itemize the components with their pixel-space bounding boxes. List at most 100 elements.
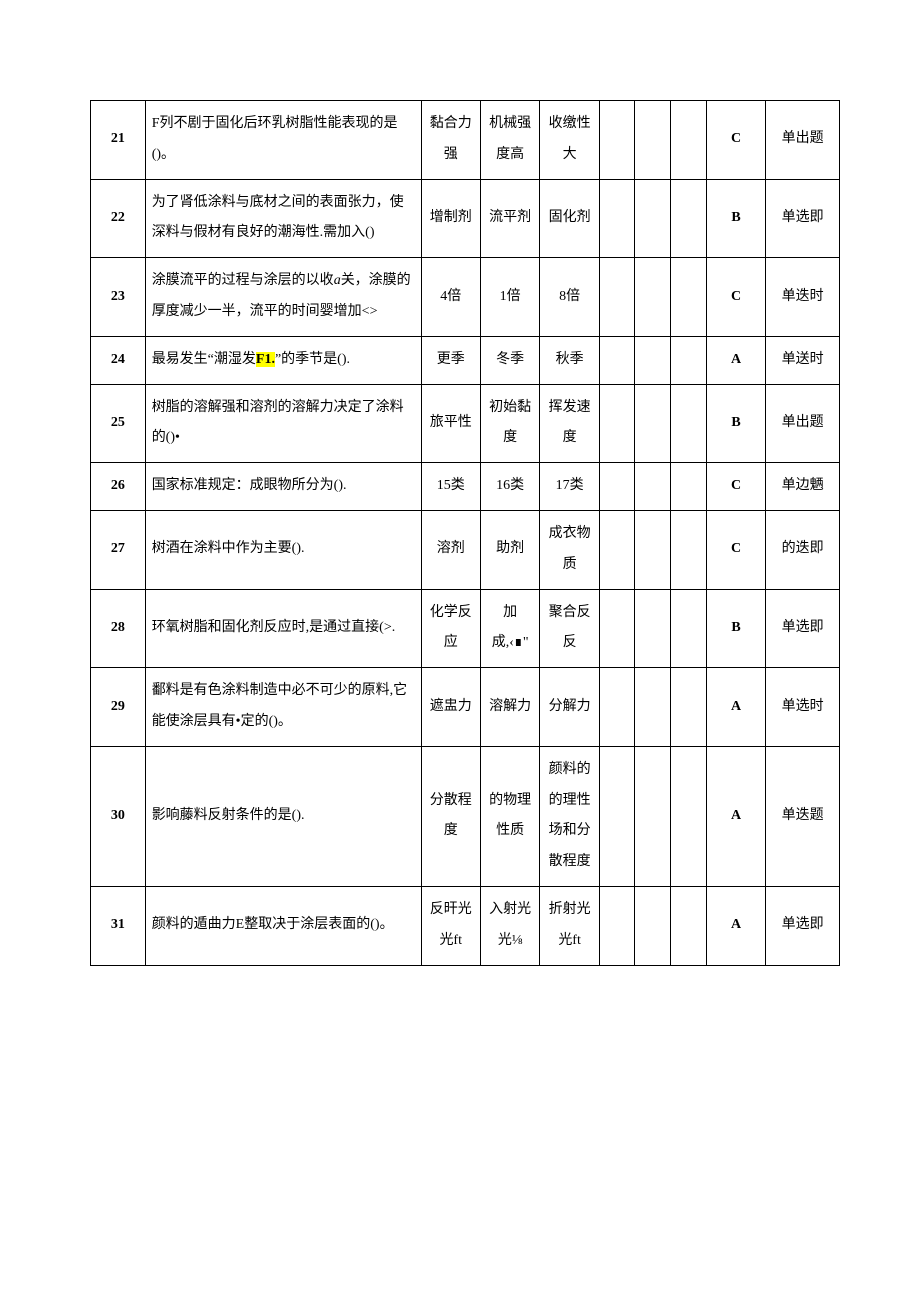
type-cell: 单迭题 xyxy=(766,746,840,886)
answer-cell: B xyxy=(706,589,765,668)
blank-cell xyxy=(635,886,671,965)
blank-cell xyxy=(599,384,635,463)
blank-cell xyxy=(599,510,635,589)
row-number: 31 xyxy=(91,886,146,965)
option-a: 4倍 xyxy=(421,258,480,337)
table-row: 29鄱料是有色涂料制造中必不可少的原料,它能使涂层具有•定的()。遮盅力溶解力分… xyxy=(91,668,840,747)
table-row: 30影响藤料反射条件的是().分散程度的物理性质颜料的的理性场和分散程度 A单迭题 xyxy=(91,746,840,886)
blank-cell xyxy=(671,101,707,180)
question-table: 21F列不剧于固化后环乳树脂性能表现的是()。黏合力强机械强度高收缴性大C单出题… xyxy=(90,100,840,966)
answer-cell: C xyxy=(706,510,765,589)
table-row: 28环氧树脂和固化剂反应时,是通过直接(>.化学反应加成,‹∎"聚合反反B单选即 xyxy=(91,589,840,668)
table-row: 21F列不剧于固化后环乳树脂性能表现的是()。黏合力强机械强度高收缴性大 C单出题 xyxy=(91,101,840,180)
blank-cell xyxy=(599,101,635,180)
option-b: 16类 xyxy=(480,463,539,511)
option-c: 聚合反反 xyxy=(540,589,599,668)
table-row: 22为了肾低涂料与底材之间的表面张力，使深料与假材有良好的潮海性.需加入()增制… xyxy=(91,179,840,258)
option-a: 反旰光光ft xyxy=(421,886,480,965)
blank-cell xyxy=(671,589,707,668)
row-number: 21 xyxy=(91,101,146,180)
question-text: 树酒在涂料中作为主要(). xyxy=(145,510,421,589)
option-b: 流平剂 xyxy=(480,179,539,258)
option-a: 增制剂 xyxy=(421,179,480,258)
table-row: 26国家标准规定：成眼物所分为().15类16类17类C单边魉 xyxy=(91,463,840,511)
answer-cell: A xyxy=(706,886,765,965)
option-c: 分解力 xyxy=(540,668,599,747)
blank-cell xyxy=(635,746,671,886)
blank-cell xyxy=(599,336,635,384)
row-number: 28 xyxy=(91,589,146,668)
question-text: 影响藤料反射条件的是(). xyxy=(145,746,421,886)
option-a: 溶剂 xyxy=(421,510,480,589)
answer-cell: B xyxy=(706,179,765,258)
type-cell: 单出题 xyxy=(766,384,840,463)
option-a: 黏合力强 xyxy=(421,101,480,180)
type-cell: 单选即 xyxy=(766,179,840,258)
type-cell: 的迭即 xyxy=(766,510,840,589)
blank-cell xyxy=(635,101,671,180)
option-c: 8倍 xyxy=(540,258,599,337)
blank-cell xyxy=(599,463,635,511)
option-c: 收缴性大 xyxy=(540,101,599,180)
option-b: 1倍 xyxy=(480,258,539,337)
type-cell: 单选即 xyxy=(766,589,840,668)
blank-cell xyxy=(671,179,707,258)
option-a: 旅平性 xyxy=(421,384,480,463)
option-a: 15类 xyxy=(421,463,480,511)
question-text: 涂膜流平的过程与涂层的以收a关，涂膜的厚度减少一半，流平的时间婴增加<> xyxy=(145,258,421,337)
option-a: 化学反应 xyxy=(421,589,480,668)
option-c: 成衣物质 xyxy=(540,510,599,589)
question-text: F列不剧于固化后环乳树脂性能表现的是()。 xyxy=(145,101,421,180)
row-number: 27 xyxy=(91,510,146,589)
table-row: 24最易发生“潮湿发F1.”的季节是().更季冬季秋季A单送时 xyxy=(91,336,840,384)
blank-cell xyxy=(599,589,635,668)
answer-cell: B xyxy=(706,384,765,463)
table-row: 31颜料的遁曲力E整取决于涂层表面的()。反旰光光ft入射光光⅛折射光光ft A单… xyxy=(91,886,840,965)
option-b: 入射光光⅛ xyxy=(480,886,539,965)
type-cell: 单出题 xyxy=(766,101,840,180)
answer-cell: A xyxy=(706,746,765,886)
blank-cell xyxy=(671,510,707,589)
answer-cell: A xyxy=(706,668,765,747)
option-c: 折射光光ft xyxy=(540,886,599,965)
option-b: 机械强度高 xyxy=(480,101,539,180)
question-text: 颜料的遁曲力E整取决于涂层表面的()。 xyxy=(145,886,421,965)
option-c: 颜料的的理性场和分散程度 xyxy=(540,746,599,886)
blank-cell xyxy=(635,463,671,511)
option-b: 的物理性质 xyxy=(480,746,539,886)
blank-cell xyxy=(599,179,635,258)
option-b: 加成,‹∎" xyxy=(480,589,539,668)
answer-cell: C xyxy=(706,258,765,337)
option-c: 挥发速度 xyxy=(540,384,599,463)
question-text: 国家标准规定：成眼物所分为(). xyxy=(145,463,421,511)
option-a: 分散程度 xyxy=(421,746,480,886)
question-text: 树脂的溶解强和溶剂的溶解力决定了涂料的()• xyxy=(145,384,421,463)
type-cell: 单送时 xyxy=(766,336,840,384)
option-b: 溶解力 xyxy=(480,668,539,747)
option-a: 更季 xyxy=(421,336,480,384)
blank-cell xyxy=(635,510,671,589)
row-number: 25 xyxy=(91,384,146,463)
row-number: 23 xyxy=(91,258,146,337)
type-cell: 单选即 xyxy=(766,886,840,965)
answer-cell: C xyxy=(706,463,765,511)
option-b: 冬季 xyxy=(480,336,539,384)
question-text: 鄱料是有色涂料制造中必不可少的原料,它能使涂层具有•定的()。 xyxy=(145,668,421,747)
blank-cell xyxy=(635,179,671,258)
type-cell: 单选时 xyxy=(766,668,840,747)
answer-cell: C xyxy=(706,101,765,180)
blank-cell xyxy=(671,886,707,965)
option-c: 秋季 xyxy=(540,336,599,384)
option-a: 遮盅力 xyxy=(421,668,480,747)
table-row: 27树酒在涂料中作为主要().溶剂助剂成衣物质C的迭即 xyxy=(91,510,840,589)
blank-cell xyxy=(599,668,635,747)
row-number: 26 xyxy=(91,463,146,511)
row-number: 29 xyxy=(91,668,146,747)
blank-cell xyxy=(635,258,671,337)
row-number: 30 xyxy=(91,746,146,886)
answer-cell: A xyxy=(706,336,765,384)
blank-cell xyxy=(635,384,671,463)
row-number: 22 xyxy=(91,179,146,258)
blank-cell xyxy=(671,384,707,463)
option-b: 初始黏度 xyxy=(480,384,539,463)
